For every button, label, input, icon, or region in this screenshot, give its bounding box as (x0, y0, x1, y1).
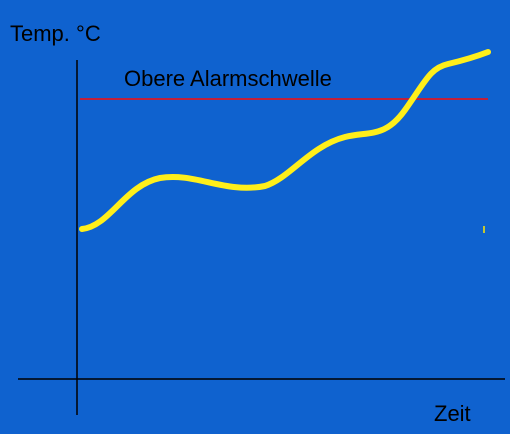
y-axis-label: Temp. °C (10, 21, 101, 46)
x-axis-label: Zeit (434, 401, 471, 426)
temperature-curve (79, 49, 491, 232)
threshold-label: Obere Alarmschwelle (124, 66, 332, 91)
